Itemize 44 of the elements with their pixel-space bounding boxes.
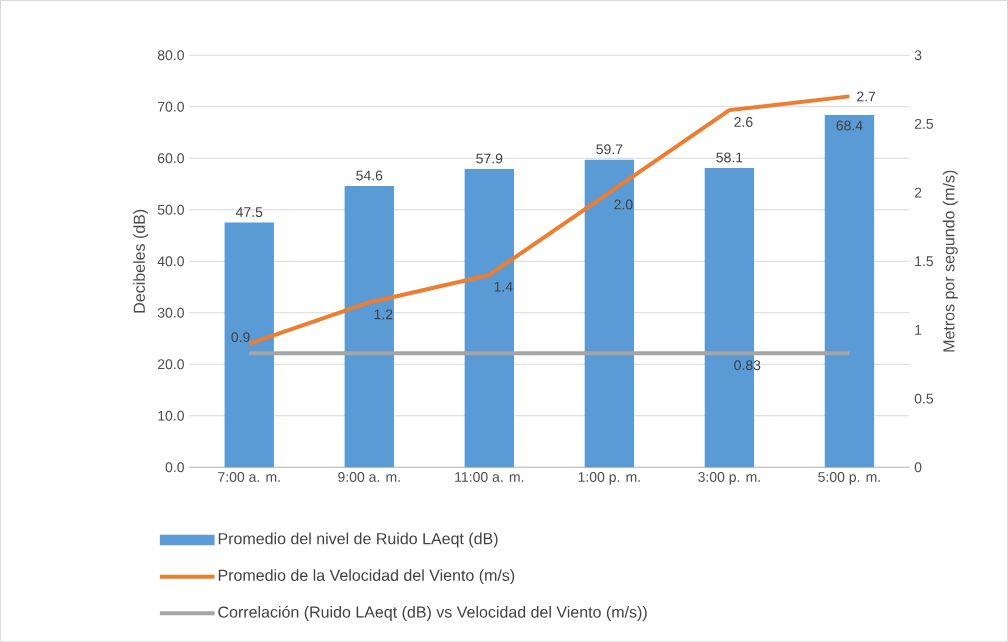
data-label: 1.2 bbox=[374, 309, 393, 320]
y2-tick-label: 2.5 bbox=[914, 118, 934, 129]
data-label: 2.6 bbox=[734, 117, 753, 128]
x-tick-label: 9:00 a. m. bbox=[338, 472, 400, 482]
data-label: 59.7 bbox=[596, 144, 623, 155]
bar bbox=[344, 186, 394, 468]
x-tick-label: 3:00 p. m. bbox=[698, 472, 760, 485]
x-tick-label: 7:00 a. m. bbox=[218, 472, 280, 482]
data-label: 47.5 bbox=[235, 207, 263, 218]
y-tick-label: 40.0 bbox=[157, 256, 184, 267]
data-label: 54.6 bbox=[356, 170, 383, 181]
bar bbox=[824, 115, 875, 468]
y2-tick-label: 0 bbox=[914, 462, 922, 473]
y-tick-label: 70.0 bbox=[157, 101, 184, 112]
legend-label: Promedio del nivel de Ruido LAeqt (dB) bbox=[218, 532, 498, 548]
y-axis-title: Decibeles (dB) bbox=[133, 209, 149, 313]
legend-label: Promedio de la Velocidad del Viento (m/s) bbox=[218, 569, 515, 585]
y2-tick-label: 1 bbox=[915, 325, 922, 335]
y-tick-label: 10.0 bbox=[158, 410, 184, 421]
x-tick-label: 11:00 a. m. bbox=[455, 472, 524, 482]
y-tick-label: 80.0 bbox=[157, 50, 184, 61]
legend-label: Correlación (Ruido LAeqt (dB) vs Velocidad del Viento (m/s)) bbox=[218, 605, 647, 621]
y-tick-label: 0.0 bbox=[165, 462, 184, 473]
y2-tick-label: 0.5 bbox=[914, 393, 934, 404]
data-label: 68.4 bbox=[836, 120, 863, 131]
x-tick-label: 5:00 p. m. bbox=[818, 472, 880, 485]
y-tick-label: 20.0 bbox=[157, 359, 184, 370]
data-label: 1.4 bbox=[494, 281, 513, 292]
y2-axis-title: Metros por segundo (m/s) bbox=[942, 170, 958, 352]
data-label: 57.9 bbox=[476, 153, 503, 164]
x-tick-label: 1:00 p. m. bbox=[578, 472, 640, 485]
y-tick-label: 50.0 bbox=[157, 204, 184, 215]
data-label: 2.0 bbox=[614, 199, 633, 210]
y-tick-label: 30.0 bbox=[157, 307, 184, 318]
bar bbox=[464, 169, 514, 468]
y2-tick-label: 2 bbox=[914, 187, 922, 198]
y2-tick-label: 3 bbox=[914, 50, 922, 61]
y2-tick-label: 1.5 bbox=[915, 256, 934, 267]
data-label: 0.9 bbox=[231, 332, 250, 343]
bar bbox=[584, 159, 635, 468]
data-label: 2.7 bbox=[857, 91, 876, 102]
data-label: 58.1 bbox=[716, 152, 743, 163]
bar bbox=[224, 222, 274, 468]
y-tick-label: 60.0 bbox=[157, 153, 184, 164]
